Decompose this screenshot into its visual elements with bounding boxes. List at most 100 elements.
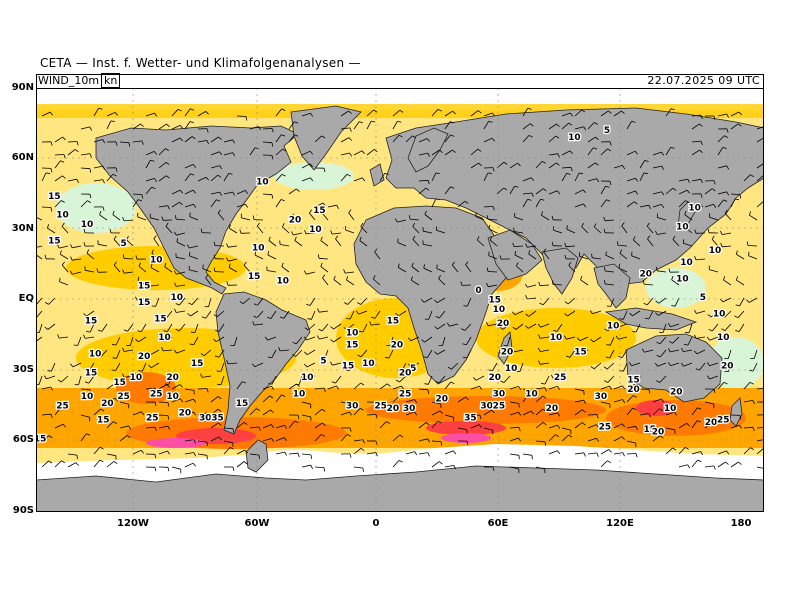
wind-barb-feather — [336, 385, 340, 390]
wind-barb-feather — [349, 427, 352, 432]
wind-barb — [438, 375, 446, 384]
wind-barb — [168, 375, 173, 385]
wind-barb — [321, 323, 329, 332]
wind-barb-feather — [713, 465, 716, 470]
wind-barb-feather — [648, 205, 651, 209]
wind-barb-feather — [518, 427, 521, 432]
contour-label-21: 25 — [150, 390, 163, 400]
wind-barb-feather — [697, 407, 702, 410]
wind-barb-feather — [232, 139, 236, 144]
wind-barb-feather — [330, 230, 333, 235]
wind-barb — [360, 226, 368, 234]
wind-barb — [514, 310, 524, 316]
wind-barb-feather — [634, 201, 638, 205]
wind-barb — [561, 166, 572, 169]
contour-label-31: 15 — [97, 416, 110, 426]
wind-barb-feather — [566, 225, 568, 230]
wind-barb — [561, 173, 568, 182]
wind-barb — [41, 413, 52, 416]
wind-barb — [145, 387, 156, 390]
wind-barb — [115, 336, 121, 346]
wind-barb-feather — [346, 173, 351, 177]
wind-barb — [36, 336, 43, 342]
band-sov-30c — [636, 400, 676, 416]
wind-barb-feather — [589, 310, 593, 315]
wind-barb-feather — [304, 327, 309, 331]
wind-barb — [567, 310, 576, 317]
band-sov-30b — [426, 421, 506, 435]
wind-barb — [67, 178, 77, 182]
contour-label-70: 15 — [627, 376, 640, 386]
contour-label-8: 15 — [138, 281, 151, 291]
wind-barb — [412, 226, 420, 234]
wind-barb-feather — [122, 216, 125, 222]
wind-barb-feather — [518, 455, 520, 460]
wind-barb-feather — [423, 356, 428, 359]
wind-barb — [600, 199, 607, 208]
wind-barb — [548, 424, 558, 429]
wind-barb-feather — [619, 318, 624, 320]
wind-barb-feather — [394, 218, 398, 223]
wind-barb — [249, 408, 257, 416]
wind-barb — [444, 450, 454, 455]
wind-barb-feather — [167, 425, 170, 430]
wind-barb — [314, 408, 323, 416]
wind-barb-feather — [322, 202, 327, 207]
wind-barb — [54, 200, 62, 208]
wind-barb-feather — [706, 336, 710, 341]
wind-barb-feather — [258, 426, 261, 431]
wind-barb-feather — [193, 411, 197, 416]
contour-label-73: 20 — [652, 427, 665, 437]
wind-barb — [514, 231, 524, 234]
wind-barb — [541, 214, 550, 221]
wind-barb — [99, 214, 108, 221]
wind-barb — [522, 199, 528, 208]
wind-barb — [535, 440, 546, 443]
wind-barb-feather — [544, 387, 547, 392]
wind-barb-feather — [165, 148, 169, 151]
wind-barb-feather — [43, 375, 47, 380]
wind-barb — [249, 147, 256, 156]
wind-barb — [236, 421, 245, 429]
wind-barb-feather — [175, 328, 180, 332]
wind-barb-feather — [439, 149, 443, 153]
wind-barb — [730, 111, 740, 117]
wind-barb-feather — [188, 302, 193, 306]
wind-barb-feather — [292, 354, 296, 357]
wind-barb — [327, 204, 337, 208]
wind-barb — [670, 349, 680, 353]
wind-barb-feather — [421, 339, 425, 343]
wind-barb — [208, 297, 212, 307]
wind-barb — [483, 409, 492, 416]
wind-barb — [691, 459, 699, 468]
wind-barb-feather — [61, 261, 65, 266]
wind-barb-feather — [76, 455, 78, 460]
wind-barb — [61, 225, 69, 234]
wind-barb — [340, 401, 350, 405]
wind-barb — [267, 270, 277, 273]
wind-barb — [51, 362, 56, 372]
indonesia — [604, 307, 698, 331]
wind-barb-feather — [603, 228, 606, 233]
wind-barb-feather — [700, 203, 704, 208]
wind-barb-feather — [187, 313, 191, 317]
wind-barb — [399, 375, 407, 383]
wind-barb — [587, 162, 596, 169]
wind-barb — [132, 411, 142, 416]
wind-barb-feather — [232, 152, 236, 157]
wind-barb-feather — [135, 255, 138, 260]
wind-barb-feather — [687, 178, 690, 183]
wind-barb — [267, 254, 277, 260]
wind-barb — [540, 362, 550, 365]
parameter-label: WIND_10m kn — [38, 73, 121, 88]
wind-barb — [665, 427, 675, 431]
wind-barb — [194, 323, 199, 333]
wind-barb-feather — [45, 172, 50, 175]
wind-barb — [657, 270, 667, 273]
wind-barb-feather — [89, 168, 92, 173]
wind-barb-feather — [409, 215, 411, 220]
wind-barb-feather — [193, 452, 196, 457]
wind-barb — [348, 362, 355, 371]
wind-barb — [189, 269, 199, 273]
wind-barb — [353, 121, 360, 130]
